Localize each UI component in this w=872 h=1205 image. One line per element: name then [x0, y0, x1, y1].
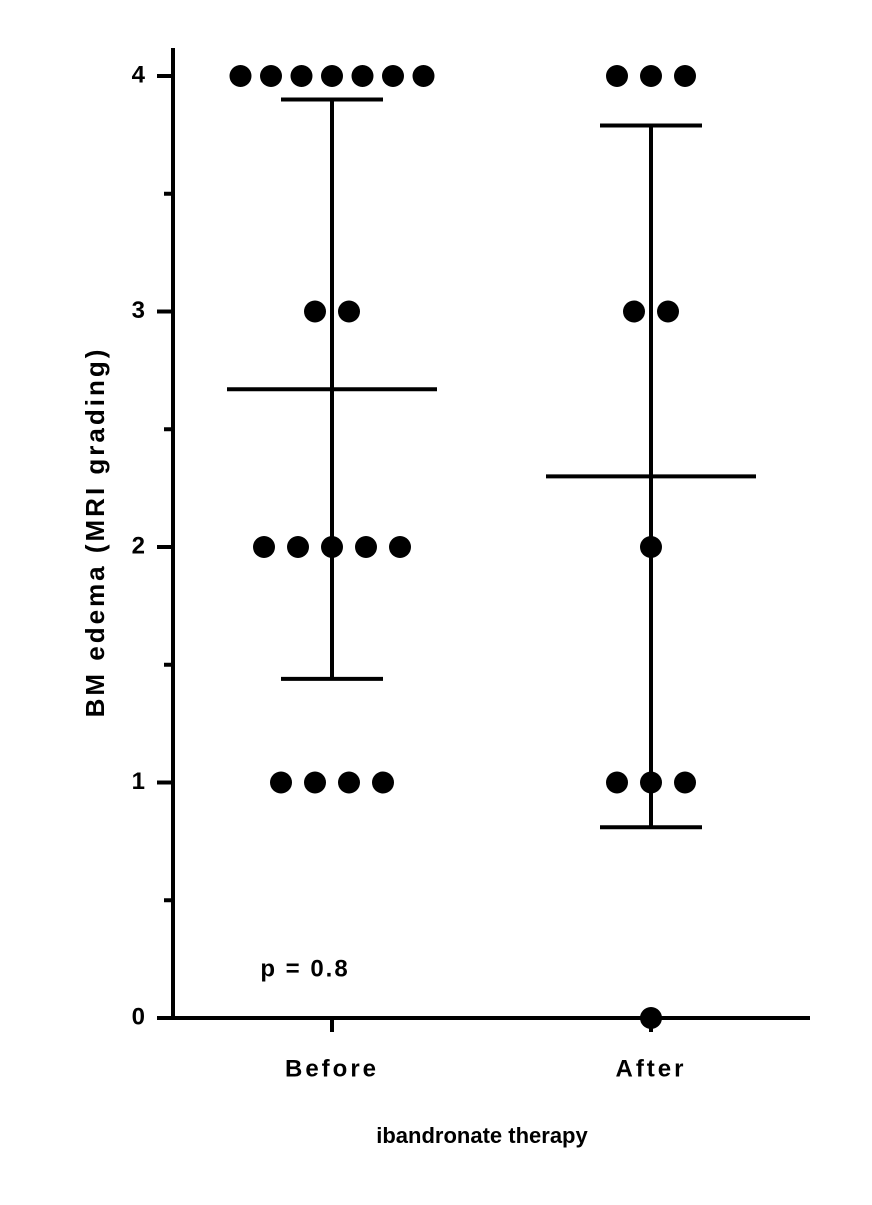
data-point [253, 536, 275, 558]
data-point [389, 536, 411, 558]
data-point [382, 65, 404, 87]
annotation: p = 0.8 [260, 955, 349, 982]
data-point [304, 771, 326, 794]
x-tick-label: Before [285, 1055, 379, 1082]
data-point [338, 300, 360, 323]
data-point [304, 300, 326, 323]
y-tick-label: 1 [132, 768, 145, 795]
data-point [321, 65, 343, 87]
y-tick-label: 4 [132, 61, 146, 88]
x-axis-label: ibandronate therapy [376, 1123, 588, 1148]
data-point [355, 536, 377, 558]
data-point [229, 65, 252, 87]
data-point [412, 65, 435, 87]
data-point [351, 65, 374, 87]
y-tick-label: 2 [132, 532, 145, 559]
data-point [640, 771, 662, 794]
data-point [287, 536, 309, 558]
x-tick-label: After [615, 1055, 686, 1082]
data-point [372, 771, 394, 794]
data-point [623, 300, 645, 323]
data-point [640, 536, 662, 558]
y-tick-label: 0 [132, 1003, 145, 1030]
data-point [290, 65, 313, 87]
data-point [270, 771, 292, 794]
data-point [260, 65, 282, 87]
data-point [321, 536, 343, 558]
y-tick-label: 3 [132, 297, 145, 324]
data-point [338, 771, 360, 794]
data-point [640, 1007, 662, 1029]
data-point [674, 65, 696, 87]
y-axis-label: BM edema (MRI grading) [80, 347, 110, 718]
data-point [674, 771, 696, 794]
data-point [606, 771, 628, 794]
data-point [640, 65, 662, 87]
data-point [657, 300, 679, 323]
data-point [606, 65, 628, 87]
